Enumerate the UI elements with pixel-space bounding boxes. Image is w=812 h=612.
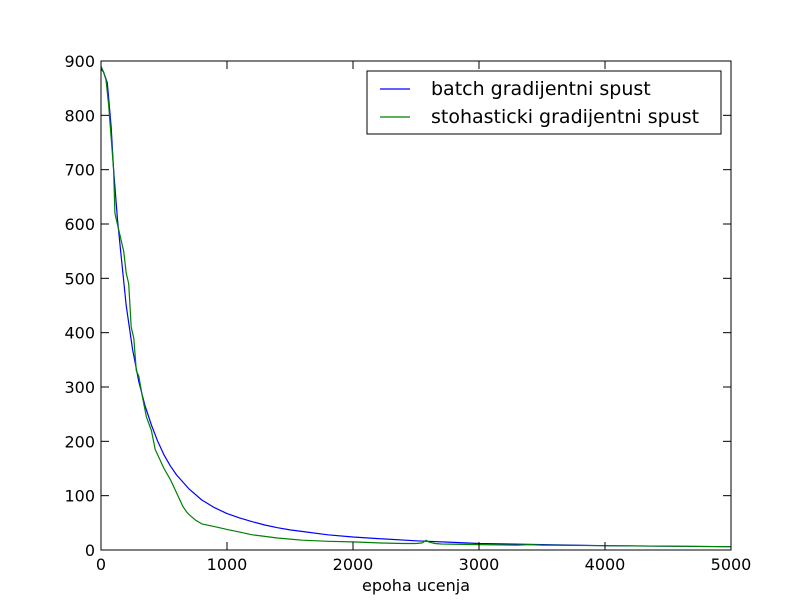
y-tick-label: 900 xyxy=(64,52,95,71)
y-tick-label: 0 xyxy=(85,541,95,560)
x-tick-label: 2000 xyxy=(333,555,374,574)
legend-label-batch: batch gradijentni spust xyxy=(431,78,651,100)
x-axis-label: epoha ucenja xyxy=(362,576,470,595)
series-layer xyxy=(100,66,732,548)
y-tick-label: 100 xyxy=(64,487,95,506)
legend-label-stohasticki: stohasticki gradijentni spust xyxy=(431,106,699,128)
x-tick-label: 3000 xyxy=(459,555,500,574)
plot-frame xyxy=(100,60,732,551)
y-tick-label: 300 xyxy=(64,378,95,397)
y-tick-label: 500 xyxy=(64,269,95,288)
tick-labels-layer: 0 1000 2000 3000 4000 5000 0 100 200 300 400 500 600… xyxy=(64,52,751,574)
x-tick-label: 4000 xyxy=(585,555,626,574)
y-tick-label: 700 xyxy=(64,161,95,180)
legend-box xyxy=(366,70,722,135)
y-tick-label: 800 xyxy=(64,106,95,125)
x-tick-label: 0 xyxy=(96,555,106,574)
ticks-layer xyxy=(100,60,732,551)
legend: batch gradijentni spust stohasticki grad… xyxy=(366,70,722,135)
series-line-1 xyxy=(100,66,732,548)
y-tick-label: 400 xyxy=(64,324,95,343)
x-tick-label: 5000 xyxy=(711,555,752,574)
series-line-0 xyxy=(100,68,732,548)
y-tick-label: 200 xyxy=(64,432,95,451)
y-tick-label: 600 xyxy=(64,215,95,234)
x-tick-label: 1000 xyxy=(207,555,248,574)
